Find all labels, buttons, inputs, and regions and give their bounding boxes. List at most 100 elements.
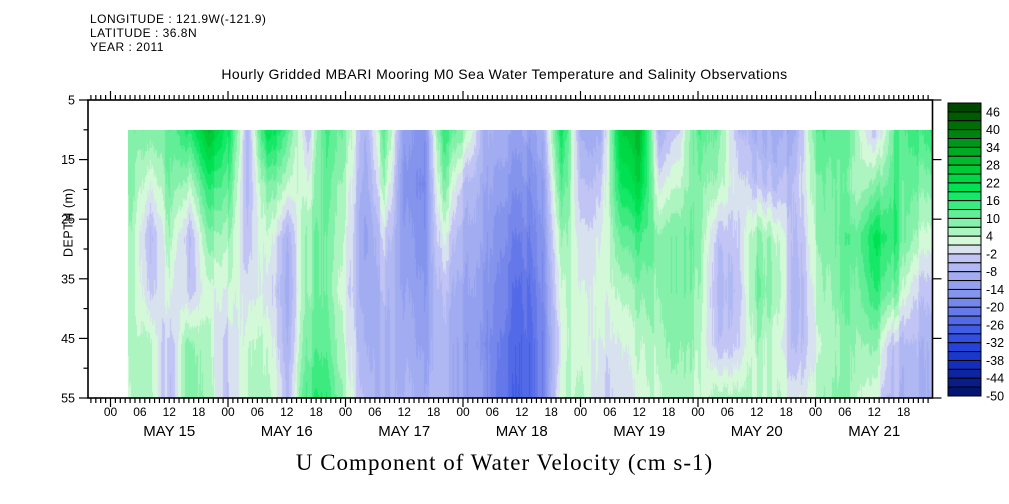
colorbar-cell [947,386,982,397]
colorbar-cell [947,217,982,228]
svg-text:46: 46 [986,105,1000,119]
svg-text:-38: -38 [986,354,1004,368]
svg-text:12: 12 [515,405,529,419]
svg-text:15: 15 [61,153,75,167]
svg-text:00: 00 [809,405,823,419]
colorbar-cell [947,333,982,344]
svg-text:00: 00 [456,405,470,419]
svg-text:22: 22 [986,176,1000,190]
colorbar-cell [947,235,982,246]
svg-text:-8: -8 [986,265,997,279]
svg-text:35: 35 [61,272,75,286]
svg-text:-44: -44 [986,372,1004,386]
heatmap-canvas [128,130,933,398]
svg-text:06: 06 [721,405,735,419]
svg-text:MAY 20: MAY 20 [731,423,783,440]
svg-text:-2: -2 [986,247,997,261]
svg-text:06: 06 [838,405,852,419]
header-year: YEAR : 2011 [90,40,164,54]
svg-text:-32: -32 [986,336,1004,350]
svg-text:16: 16 [986,194,1000,208]
colorbar-cell [947,359,982,370]
colorbar-cell [947,173,982,184]
header-latitude: LATITUDE : 36.8N [90,26,198,40]
svg-text:5: 5 [68,94,75,108]
svg-text:MAY 18: MAY 18 [496,423,548,440]
svg-text:00: 00 [221,405,235,419]
svg-text:18: 18 [897,405,911,419]
svg-text:MAY 15: MAY 15 [143,423,195,440]
colorbar-cell [947,315,982,326]
colorbar-cell [947,129,982,140]
colorbar-cell [947,377,982,388]
colorbar-cell [947,191,982,202]
colorbar-cell [947,297,982,308]
svg-text:18: 18 [427,405,441,419]
svg-text:18: 18 [662,405,676,419]
header-block: LONGITUDE : 121.9W(-121.9) LATITUDE : 36… [90,12,266,54]
svg-text:12: 12 [633,405,647,419]
svg-text:18: 18 [779,405,793,419]
colorbar-cell [947,164,982,175]
svg-text:06: 06 [251,405,265,419]
svg-text:00: 00 [691,405,705,419]
colorbar-cell [947,351,982,361]
plot-frame [87,99,934,399]
svg-text:12: 12 [280,405,294,419]
svg-text:25: 25 [61,213,75,227]
colorbar-cell [947,209,982,219]
colorbar-cell [947,244,982,255]
colorbar-cell [947,324,982,335]
colorbar-cell [947,342,982,353]
svg-text:12: 12 [868,405,882,419]
colorbar-cell [947,262,982,273]
colorbar-cell [947,182,982,193]
svg-text:40: 40 [986,123,1000,137]
svg-text:18: 18 [544,405,558,419]
svg-text:-20: -20 [986,301,1004,315]
svg-text:06: 06 [368,405,382,419]
svg-text:12: 12 [750,405,764,419]
svg-text:-26: -26 [986,318,1004,332]
svg-text:4: 4 [986,230,993,244]
svg-text:MAY 21: MAY 21 [848,423,900,440]
colorbar-cell [947,271,982,282]
chart-title: Hourly Gridded MBARI Mooring M0 Sea Wate… [221,66,788,82]
svg-text:06: 06 [486,405,500,419]
colorbar-cell [947,226,982,237]
colorbar-cell [947,200,982,211]
svg-text:18: 18 [309,405,323,419]
svg-text:MAY 17: MAY 17 [378,423,430,440]
colorbar-cell [947,280,982,290]
colorbar-cell [947,146,982,157]
x-axis-variable-title: U Component of Water Velocity (cm s-1) [295,450,714,475]
header-longitude: LONGITUDE : 121.9W(-121.9) [90,12,267,26]
svg-text:06: 06 [133,405,147,419]
svg-text:06: 06 [603,405,617,419]
svg-text:10: 10 [986,212,1000,226]
svg-text:-50: -50 [986,390,1004,404]
svg-text:18: 18 [192,405,206,419]
colorbar-cell [947,306,982,317]
colorbar-cell [947,368,982,379]
svg-text:45: 45 [61,332,75,346]
svg-text:00: 00 [339,405,353,419]
colorbar-cell [947,120,982,131]
svg-text:-14: -14 [986,283,1004,297]
svg-text:55: 55 [61,392,75,406]
colorbar-cell [947,155,982,166]
svg-text:12: 12 [163,405,177,419]
svg-text:28: 28 [986,159,1000,173]
svg-text:34: 34 [986,141,1000,155]
svg-text:00: 00 [104,405,118,419]
svg-text:MAY 16: MAY 16 [261,423,313,440]
svg-text:12: 12 [398,405,412,419]
colorbar-cell [947,102,982,113]
svg-text:MAY 19: MAY 19 [613,423,665,440]
colorbar-cell [947,138,982,148]
colorbar-cell [947,253,982,264]
colorbar-cell [947,288,982,299]
svg-text:00: 00 [574,405,588,419]
